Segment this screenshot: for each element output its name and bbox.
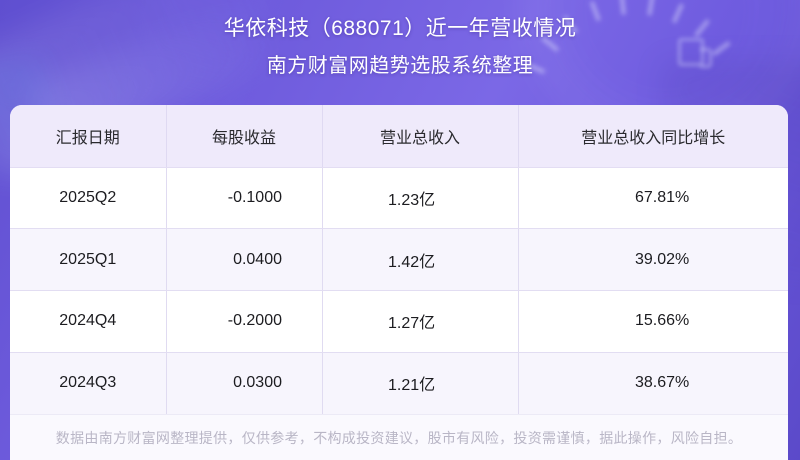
title-block: 华依科技（688071）近一年营收情况 南方财富网趋势选股系统整理 [0,14,800,81]
column-header-total-revenue: 营业总收入 [322,105,519,168]
column-header-eps: 每股收益 [166,105,323,168]
table-row: 2025Q1 0.0400 1.42亿 39.02% [10,228,788,291]
cell-report-date: 2025Q2 [10,167,167,230]
cell-eps: -0.1000 [166,167,323,230]
table-header: 汇报日期 每股收益 营业总收入 营业总收入同比增长 [10,105,788,168]
cell-revenue-yoy: 67.81% [518,167,788,230]
cell-revenue-yoy: 15.66% [518,290,788,353]
cell-report-date: 2024Q3 [10,352,167,414]
cell-eps: 0.0400 [166,228,323,291]
financial-table-panel: 南方财富网 Southmoney.com 汇报日期 每股收益 营业总收入 营业总… [10,105,788,414]
cell-total-revenue: 1.42亿 [322,228,519,291]
cell-report-date: 2025Q1 [10,228,167,291]
page-subtitle: 南方财富网趋势选股系统整理 [266,55,534,77]
disclaimer-text: 数据由南方财富网整理提供，仅供参考，不构成投资建议，股市有风险，投资需谨慎，据此… [55,429,743,446]
cell-total-revenue: 1.21亿 [322,352,519,414]
financial-table: 汇报日期 每股收益 营业总收入 营业总收入同比增长 2025Q2 -0.1000… [10,105,788,414]
cell-eps: 0.0300 [166,352,323,414]
cell-revenue-yoy: 39.02% [518,228,788,291]
page-title: 华依科技（688071）近一年营收情况 [223,17,577,40]
table-row: 2024Q3 0.0300 1.21亿 38.67% [10,352,788,414]
footer-bar: 数据由南方财富网整理提供，仅供参考，不构成投资建议，股市有风险，投资需谨慎，据此… [10,414,788,460]
table-row: 2025Q2 -0.1000 1.23亿 67.81% [10,167,788,230]
cell-revenue-yoy: 38.67% [518,352,788,414]
column-header-report-date: 汇报日期 [10,105,167,168]
fuel-pump-icon [678,38,712,68]
cell-report-date: 2024Q4 [10,290,167,353]
column-header-revenue-yoy: 营业总收入同比增长 [518,105,788,168]
table-body: 2025Q2 -0.1000 1.23亿 67.81% 2025Q1 0.040… [10,167,788,414]
cell-eps: -0.2000 [166,290,323,353]
table-header-row: 汇报日期 每股收益 营业总收入 营业总收入同比增长 [10,105,788,168]
cell-total-revenue: 1.23亿 [322,167,519,230]
cell-total-revenue: 1.27亿 [322,290,519,353]
table-row: 2024Q4 -0.2000 1.27亿 15.66% [10,290,788,353]
